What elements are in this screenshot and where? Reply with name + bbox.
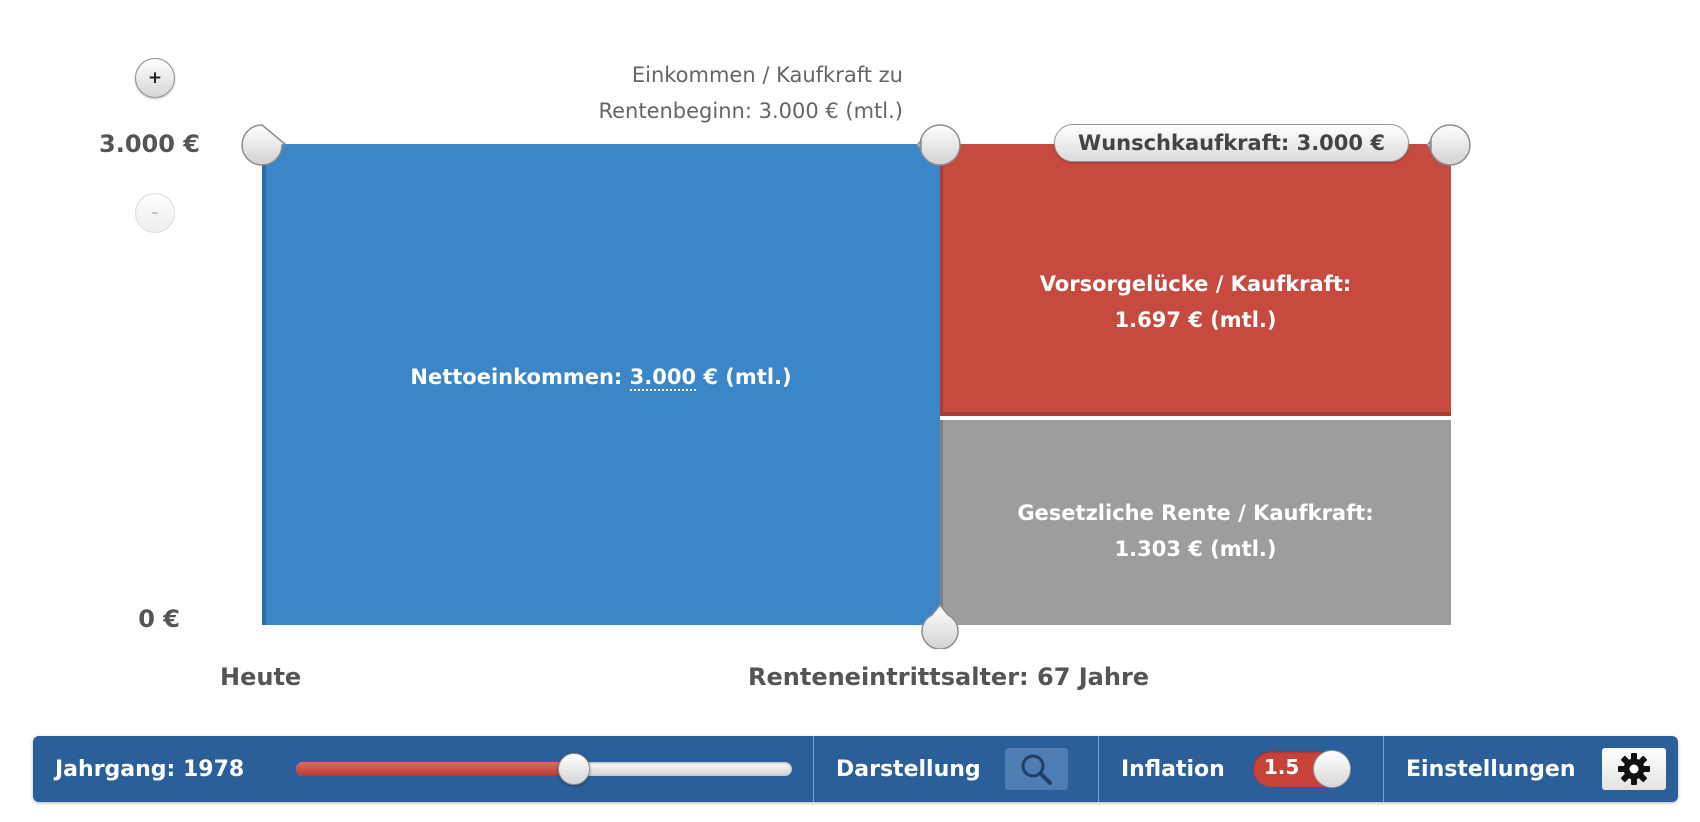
gear-icon xyxy=(1617,753,1650,785)
zoom-in-button[interactable]: + xyxy=(135,58,175,98)
retirement-income-note-line2: Rentenbeginn: 3.000 € (mtl.) xyxy=(598,99,903,123)
settings-section: Einstellungen xyxy=(1383,736,1678,802)
wish-purchasing-power-pill[interactable]: Wunschkaufkraft: 3.000 € xyxy=(1054,124,1409,162)
income-right-handle[interactable] xyxy=(914,119,966,171)
retirement-income-note-line1: Einkommen / Kaufkraft zu xyxy=(631,63,903,87)
inflation-toggle[interactable]: 1.5 xyxy=(1252,750,1351,788)
income-left-handle[interactable] xyxy=(236,119,288,171)
birth-year-slider-fill xyxy=(296,762,574,776)
settings-button[interactable] xyxy=(1601,748,1666,790)
bottom-toolbar: Jahrgang: 1978 Darstellung Inflation 1.5… xyxy=(33,736,1678,802)
net-income-prefix: Nettoeinkommen: xyxy=(410,365,630,389)
net-income-label: Nettoeinkommen: 3.000 € (mtl.) xyxy=(262,359,940,395)
view-zoom-button[interactable] xyxy=(1004,748,1068,790)
pension-gap-label: Vorsorgelücke / Kaufkraft: 1.697 € (mtl.… xyxy=(940,266,1451,338)
birth-year-label: Jahrgang: 1978 xyxy=(55,756,245,782)
net-income-suffix: € (mtl.) xyxy=(696,365,792,389)
magnifier-icon xyxy=(1021,754,1053,785)
birth-year-section: Jahrgang: 1978 xyxy=(33,736,813,802)
view-label: Darstellung xyxy=(836,756,981,782)
birth-year-slider-thumb[interactable] xyxy=(557,753,590,785)
inflation-toggle-knob[interactable] xyxy=(1312,750,1351,788)
pension-gap-amount: 1.697 € (mtl.) xyxy=(1114,308,1277,332)
y-axis-min-label: 0 € xyxy=(138,605,180,633)
pension-gap-title: Vorsorgelücke / Kaufkraft: xyxy=(1039,272,1352,296)
state-pension-amount: 1.303 € (mtl.) xyxy=(1114,537,1277,561)
y-axis-max-label: 3.000 € xyxy=(99,130,200,158)
inflation-section: Inflation 1.5 xyxy=(1098,736,1383,802)
state-pension-label: Gesetzliche Rente / Kaufkraft: 1.303 € (… xyxy=(940,495,1451,567)
birth-year-slider[interactable] xyxy=(296,753,793,785)
net-income-amount[interactable]: 3.000 xyxy=(629,365,697,391)
inflation-value: 1.5 xyxy=(1263,755,1300,779)
state-pension-title: Gesetzliche Rente / Kaufkraft: xyxy=(1017,501,1374,525)
retirement-age-handle[interactable] xyxy=(914,597,966,649)
net-income-block xyxy=(262,144,940,625)
inflation-label: Inflation xyxy=(1121,756,1225,782)
settings-label: Einstellungen xyxy=(1406,756,1576,782)
pension-gap-block xyxy=(940,144,1451,416)
zoom-out-button[interactable]: – xyxy=(135,193,175,233)
retirement-age-label: Renteneintrittsalter: 67 Jahre xyxy=(748,663,1150,691)
view-section: Darstellung xyxy=(813,736,1098,802)
wish-purchasing-power-handle[interactable] xyxy=(1424,119,1476,171)
retirement-income-note: Einkommen / Kaufkraft zu Rentenbeginn: 3… xyxy=(560,57,903,129)
x-axis-start-label: Heute xyxy=(220,663,302,691)
state-pension-block xyxy=(940,420,1451,625)
